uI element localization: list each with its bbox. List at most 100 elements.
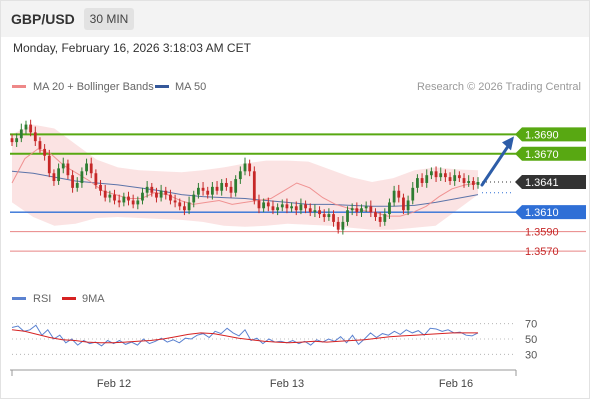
- candle-body: [280, 204, 284, 208]
- ma50-line: [11, 170, 479, 207]
- ma50-legend-label: MA 50: [175, 81, 206, 93]
- candle-body: [299, 204, 303, 211]
- rsi-tick-label: 50: [525, 334, 537, 346]
- candle-body: [57, 168, 60, 182]
- candle-body: [229, 186, 233, 193]
- level-label-1.3570: 1.3570: [525, 246, 559, 258]
- candle-body: [94, 173, 98, 185]
- candle-body: [341, 221, 345, 230]
- candle-body: [159, 190, 163, 198]
- candle-body: [262, 202, 266, 209]
- level-tag-1.3641: [515, 175, 586, 189]
- bollinger-legend-label: MA 20 + Bollinger Bands: [33, 81, 154, 93]
- level-label-1.3610: 1.3610: [525, 207, 559, 219]
- x-axis-label: Feb 12: [97, 378, 131, 390]
- candle-body: [33, 132, 37, 142]
- candle-body: [434, 171, 438, 178]
- candle-body: [108, 194, 112, 198]
- candle-body: [150, 186, 154, 193]
- candle-body: [411, 187, 415, 201]
- candle-body: [383, 214, 387, 222]
- level-label-1.3590: 1.3590: [525, 227, 559, 239]
- rsi-line: [11, 324, 479, 347]
- rsi-legend-label: RSI: [33, 293, 51, 305]
- candle-body: [10, 138, 14, 143]
- candle-body: [183, 206, 186, 211]
- rsi-tick-label: 30: [525, 349, 537, 361]
- candle-body: [113, 194, 116, 201]
- level-tag-1.3610: [515, 205, 586, 220]
- candle-body: [318, 210, 321, 215]
- candle-body: [24, 124, 28, 130]
- candle-body: [290, 206, 293, 209]
- x-axis-label: Feb 16: [439, 378, 473, 390]
- candle-body: [19, 129, 23, 139]
- level-label-1.3690: 1.3690: [525, 129, 559, 141]
- candle-body: [15, 138, 19, 143]
- candle-body: [52, 173, 56, 182]
- candle-body: [234, 179, 238, 193]
- candle-body: [71, 175, 74, 188]
- candle-body: [80, 171, 84, 183]
- candle-body: [336, 221, 340, 230]
- candle-body: [453, 175, 457, 182]
- candle-body: [439, 173, 443, 178]
- bollinger-legend-swatch: [12, 85, 26, 88]
- candle-body: [89, 163, 93, 174]
- candle-body: [145, 186, 149, 193]
- candle-body: [350, 208, 354, 211]
- candle-body: [476, 182, 480, 185]
- level-label-1.3641: 1.3641: [525, 177, 559, 189]
- rsi-ma-line: [11, 329, 478, 344]
- candle-body: [61, 163, 65, 169]
- candle-body: [276, 207, 280, 211]
- copyright-label: Research © 2026 Trading Central: [417, 81, 581, 93]
- candle-body: [360, 208, 363, 213]
- level-tag-1.3690: [515, 127, 586, 142]
- rsi-ma-legend-label: 9MA: [82, 293, 105, 305]
- candle-body: [346, 210, 349, 222]
- candle-body: [173, 200, 177, 203]
- candle-body: [322, 214, 326, 218]
- projection-arrow-shaft: [480, 144, 510, 187]
- candle-body: [117, 200, 121, 203]
- candle-body: [206, 190, 210, 195]
- rsi-legend-swatch: [12, 297, 26, 300]
- candle-body: [266, 202, 270, 207]
- candle-body: [252, 171, 256, 201]
- candle-body: [141, 192, 144, 201]
- candle-body: [103, 190, 107, 198]
- candle-body: [187, 202, 191, 211]
- candle-body: [471, 181, 475, 185]
- candle-body: [127, 196, 130, 201]
- candle-body: [332, 214, 335, 222]
- chart-header: GBP/USD 30 MIN: [0, 0, 590, 37]
- candle-body: [327, 214, 331, 218]
- projection-arrow-head: [502, 136, 514, 151]
- candle-body: [155, 192, 158, 198]
- candle-body: [467, 181, 471, 183]
- timeframe-badge[interactable]: 30 MIN: [84, 8, 134, 30]
- candle-body: [448, 177, 452, 182]
- candle-body: [43, 148, 47, 156]
- candle-body: [285, 204, 289, 209]
- rsi-tick-label: 70: [525, 319, 537, 331]
- candle-body: [364, 206, 368, 209]
- candle-body: [215, 186, 219, 191]
- candle-body: [304, 204, 307, 209]
- candle-body: [66, 163, 70, 176]
- level-tag-1.3670: [515, 146, 586, 161]
- candle-body: [294, 206, 298, 211]
- candle-body: [462, 178, 466, 183]
- candle-body: [308, 208, 312, 213]
- candle-body: [388, 202, 391, 215]
- candle-body: [38, 141, 42, 149]
- candle-body: [355, 208, 359, 213]
- candle-body: [378, 217, 382, 222]
- ma20-line: [11, 148, 479, 217]
- candle-body: [257, 200, 261, 209]
- symbol-title: GBP/USD: [11, 11, 75, 27]
- candle-body: [425, 175, 429, 183]
- chart-datetime: Monday, February 16, 2026 3:18:03 AM CET: [13, 41, 251, 55]
